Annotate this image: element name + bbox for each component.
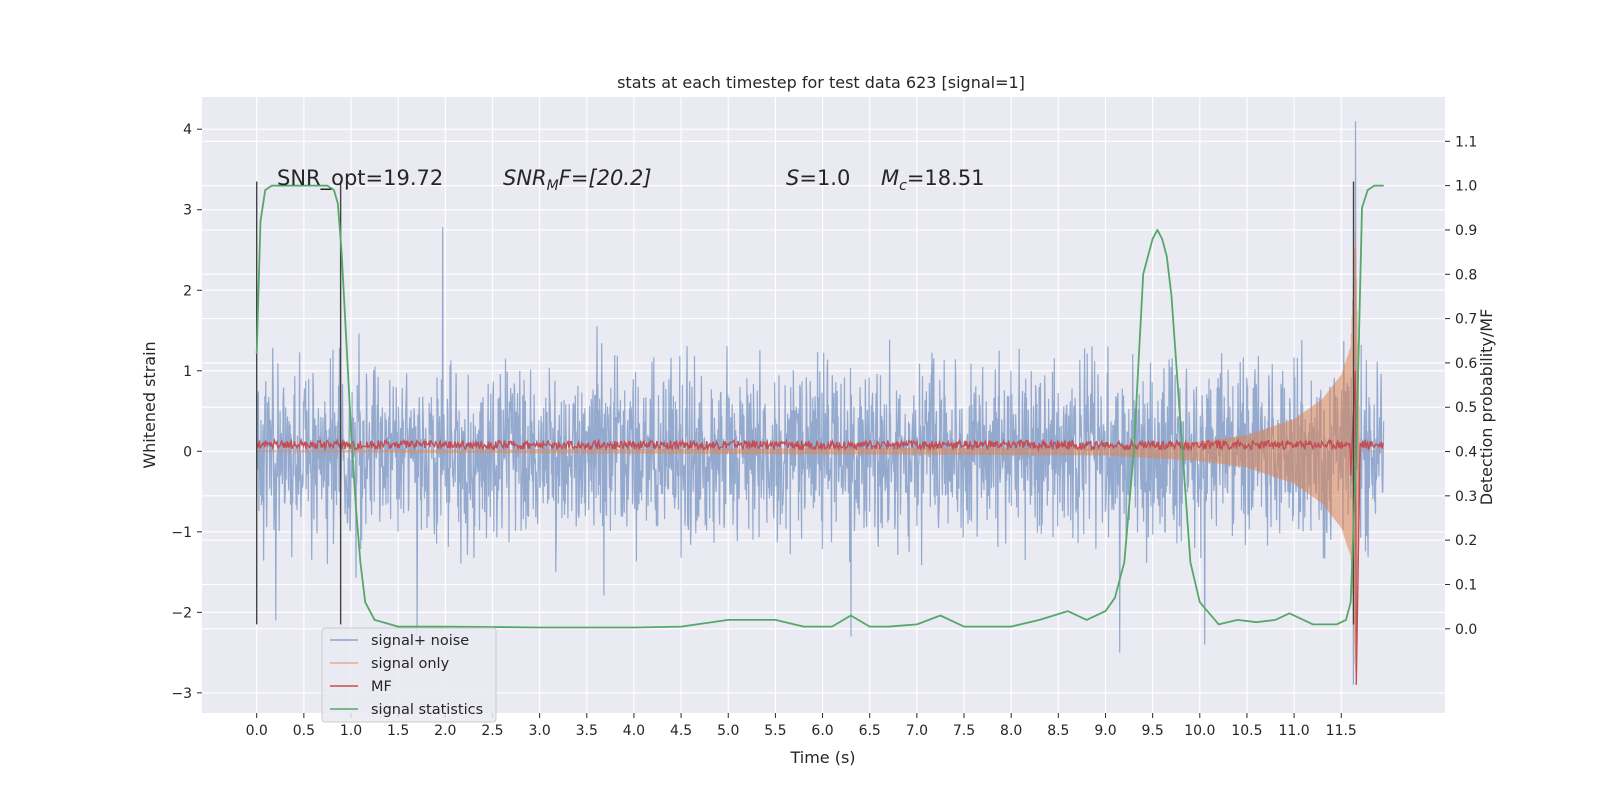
x-tick-label: 9.0	[1094, 723, 1116, 739]
y-left-tick-label: 1	[183, 364, 192, 380]
y-left-tick-label: −2	[171, 605, 192, 621]
x-tick-label: 0.5	[293, 723, 315, 739]
x-tick-label: 4.0	[623, 723, 645, 739]
mf-line	[256, 370, 1385, 685]
y-left-tick-label: −3	[171, 686, 192, 702]
legend-entry-signal-noise: signal+ noise	[371, 633, 469, 649]
x-tick-label: 8.5	[1047, 723, 1069, 739]
annotation-s: S=1.0	[786, 166, 850, 190]
y-axis-label-right: Detection probability/MF	[1477, 309, 1496, 506]
y-left-tick-label: 0	[183, 444, 192, 460]
y-right-tick-label: 0.8	[1455, 267, 1477, 283]
y-right-tick-label: 0.2	[1455, 533, 1477, 549]
legend-entry-signal-only: signal only	[371, 656, 450, 672]
x-tick-label: 9.5	[1142, 723, 1164, 739]
y-right-tick-label: 0.4	[1455, 445, 1477, 461]
series-mf	[256, 370, 1385, 685]
x-tick-label: 8.0	[1000, 723, 1022, 739]
y-right-tick-label: 0.6	[1455, 356, 1477, 372]
y-right-tick-label: 1.1	[1455, 134, 1477, 150]
signal-statistics-line	[255, 184, 1384, 629]
x-tick-label: 0.0	[246, 723, 268, 739]
y-right-tick-label: 0.1	[1455, 577, 1477, 593]
x-tick-label: 7.0	[906, 723, 928, 739]
y-left-tick-label: 4	[183, 122, 192, 138]
legend-entry-signal-statistics: signal statistics	[371, 702, 483, 718]
legend-entry-mf: MF	[371, 679, 392, 695]
x-tick-label: 2.0	[434, 723, 456, 739]
x-tick-label: 1.0	[340, 723, 362, 739]
x-tick-label: 11.0	[1279, 723, 1310, 739]
y-left-tick-label: 2	[183, 283, 192, 299]
y-axis-label-left: Whitened strain	[140, 341, 159, 468]
annotation-mc: Mc=18.51	[881, 166, 985, 194]
x-tick-label: 3.0	[528, 723, 550, 739]
x-tick-label: 6.5	[859, 723, 881, 739]
y-left-tick-label: 3	[183, 203, 192, 219]
gridlines	[202, 97, 1445, 713]
x-tick-label: 2.5	[481, 723, 503, 739]
x-tick-label: 5.0	[717, 723, 739, 739]
x-tick-label: 3.5	[576, 723, 598, 739]
x-axis-label: Time (s)	[789, 748, 855, 767]
legend-box	[321, 627, 497, 723]
series-signal-noise	[256, 121, 1385, 685]
y-right-tick-label: 0.3	[1455, 489, 1477, 505]
chart-title: stats at each timestep for test data 623…	[617, 73, 1025, 92]
annotation-snr-opt: SNR_opt=19.72	[277, 166, 443, 191]
series-signal-statistics	[255, 184, 1384, 629]
annotation-snr-mf: SNRMF=[20.2]	[503, 166, 652, 194]
x-tick-label: 5.5	[764, 723, 786, 739]
axis-ticks: 0.0 0.5 1.0 1.5 2.0 2.5 3.0 3.5 4.0 4.5 5.0 5.5 6.0 6…	[171, 122, 1477, 739]
y-right-tick-label: 0.7	[1455, 312, 1477, 328]
x-tick-label: 4.5	[670, 723, 692, 739]
x-tick-label: 6.0	[811, 723, 833, 739]
x-tick-label: 11.5	[1326, 723, 1357, 739]
x-tick-label: 1.5	[387, 723, 409, 739]
y-right-tick-label: 0.0	[1455, 622, 1477, 638]
y-right-tick-label: 0.9	[1455, 223, 1477, 239]
y-left-tick-label: −1	[171, 525, 192, 541]
signal-noise-line	[256, 121, 1385, 685]
legend: signal+ noise signal only MF signal stat…	[321, 627, 497, 723]
y-right-tick-label: 1.0	[1455, 179, 1477, 195]
vertical-markers	[255, 181, 1355, 625]
y-right-tick-label: 0.5	[1455, 400, 1477, 416]
x-tick-label: 10.0	[1184, 723, 1215, 739]
x-tick-label: 7.5	[953, 723, 975, 739]
x-tick-label: 10.5	[1231, 723, 1262, 739]
